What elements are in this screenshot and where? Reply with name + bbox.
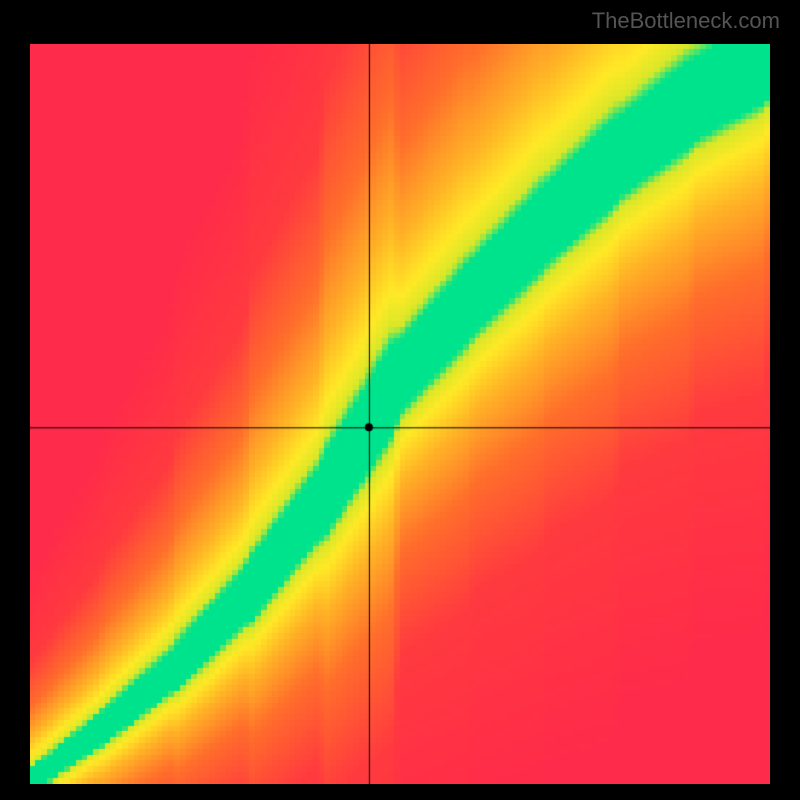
chart-container: TheBottleneck.com xyxy=(0,0,800,800)
heatmap-canvas xyxy=(30,44,770,784)
plot-area xyxy=(30,44,770,784)
watermark-text: TheBottleneck.com xyxy=(592,8,780,34)
